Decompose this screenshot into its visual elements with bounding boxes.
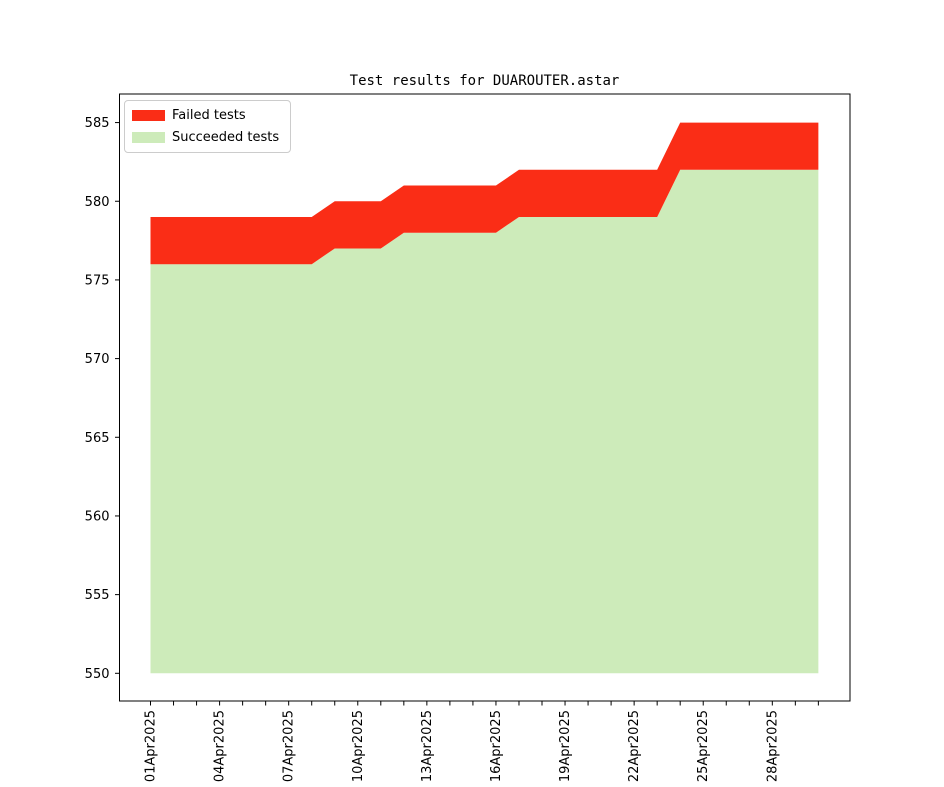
x-tick-label: 01Apr2025 bbox=[144, 710, 159, 782]
x-tick-label: 25Apr2025 bbox=[696, 710, 711, 782]
y-tick-label: 560 bbox=[85, 509, 110, 524]
y-tick-label: 585 bbox=[85, 116, 110, 131]
y-tick-label: 555 bbox=[85, 588, 110, 603]
legend: Failed tests Succeeded tests bbox=[124, 100, 291, 153]
legend-label-succeeded-tests: Succeeded tests bbox=[172, 130, 280, 145]
failed-tests-area bbox=[150, 122, 819, 265]
legend-label-failed-tests: Failed tests bbox=[172, 108, 246, 123]
y-tick-label: 550 bbox=[85, 667, 110, 682]
legend-swatch-failed-tests bbox=[132, 110, 165, 121]
x-tick-label: 28Apr2025 bbox=[765, 710, 780, 782]
succeeded-tests-area bbox=[150, 169, 819, 674]
x-tick-label: 13Apr2025 bbox=[420, 710, 435, 782]
y-tick-label: 565 bbox=[85, 431, 110, 446]
legend-swatch-succeeded-tests bbox=[132, 132, 165, 143]
y-tick-label: 580 bbox=[85, 195, 110, 210]
axes-spines bbox=[119, 93, 851, 702]
y-tick-label: 570 bbox=[85, 352, 110, 367]
y-tick-label: 575 bbox=[85, 273, 110, 288]
x-tick-label: 10Apr2025 bbox=[351, 710, 366, 782]
legend-item-succeeded-tests: Succeeded tests bbox=[132, 129, 281, 146]
x-tick-label: 07Apr2025 bbox=[282, 710, 297, 782]
x-tick-label: 19Apr2025 bbox=[558, 710, 573, 782]
legend-item-failed-tests: Failed tests bbox=[132, 107, 281, 124]
x-tick-label: 16Apr2025 bbox=[489, 710, 504, 782]
x-tick-label: 04Apr2025 bbox=[213, 710, 228, 782]
chart-title: Test results for DUAROUTER.astar bbox=[349, 73, 620, 89]
x-tick-label: 22Apr2025 bbox=[627, 710, 642, 782]
